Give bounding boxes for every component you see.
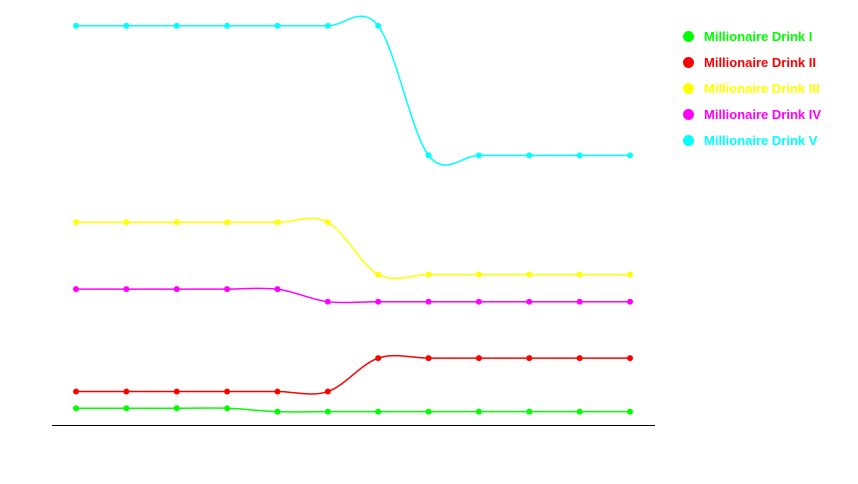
data-point-s5-11 bbox=[576, 152, 583, 159]
legend-marker-icon bbox=[683, 134, 694, 146]
data-point-s4-1 bbox=[73, 286, 79, 293]
series-1 bbox=[73, 405, 633, 415]
legend-marker-icon bbox=[683, 82, 694, 94]
data-point-s1-6 bbox=[324, 408, 331, 415]
data-point-s4-12 bbox=[627, 298, 633, 305]
data-point-s2-8 bbox=[425, 355, 432, 362]
data-point-s5-6 bbox=[324, 22, 331, 29]
data-point-s4-6 bbox=[324, 298, 331, 305]
legend: Millionaire Drink I Millionaire Drink II M… bbox=[683, 23, 821, 153]
data-point-s3-1 bbox=[73, 219, 79, 226]
data-point-s1-2 bbox=[123, 405, 130, 412]
legend-item-5[interactable]: Millionaire Drink V bbox=[683, 127, 821, 153]
legend-label: Millionaire Drink III bbox=[704, 80, 820, 96]
data-point-s5-5 bbox=[274, 22, 281, 29]
series-2 bbox=[73, 354, 633, 395]
series-5 bbox=[73, 15, 633, 166]
data-point-s4-11 bbox=[576, 298, 583, 305]
data-point-s5-1 bbox=[73, 22, 79, 29]
legend-label: Millionaire Drink II bbox=[704, 54, 816, 70]
data-point-s2-12 bbox=[627, 355, 633, 362]
series-line-3 bbox=[75, 217, 630, 280]
series-line-4 bbox=[76, 287, 630, 304]
data-point-s1-10 bbox=[526, 408, 533, 415]
series-3 bbox=[73, 217, 633, 280]
data-point-s3-10 bbox=[526, 271, 533, 278]
legend-label: Millionaire Drink V bbox=[704, 132, 818, 148]
data-point-s5-2 bbox=[123, 22, 130, 29]
data-point-s2-11 bbox=[576, 355, 583, 362]
legend-marker-icon bbox=[683, 30, 694, 42]
data-point-s5-7 bbox=[375, 22, 382, 29]
data-point-s1-1 bbox=[73, 405, 79, 412]
data-point-s3-3 bbox=[173, 219, 180, 226]
series-layer bbox=[73, 15, 633, 415]
data-point-s5-9 bbox=[475, 152, 482, 159]
data-point-s3-4 bbox=[224, 219, 231, 226]
data-point-s3-9 bbox=[475, 271, 482, 278]
legend-item-2[interactable]: Millionaire Drink II bbox=[683, 49, 821, 75]
data-point-s5-10 bbox=[526, 152, 533, 159]
data-point-s1-7 bbox=[375, 408, 382, 415]
data-point-s5-8 bbox=[425, 152, 432, 159]
data-point-s4-5 bbox=[274, 286, 281, 293]
legend-item-3[interactable]: Millionaire Drink III bbox=[683, 75, 821, 101]
data-point-s2-6 bbox=[324, 388, 331, 395]
data-point-s4-8 bbox=[425, 298, 432, 305]
data-point-s1-11 bbox=[576, 408, 583, 415]
data-point-s4-9 bbox=[475, 298, 482, 305]
data-point-s2-2 bbox=[123, 388, 130, 395]
data-point-s3-7 bbox=[375, 271, 382, 278]
data-point-s1-3 bbox=[173, 405, 180, 412]
data-point-s2-4 bbox=[224, 388, 231, 395]
legend-label: Millionaire Drink I bbox=[704, 28, 813, 44]
data-point-s5-3 bbox=[173, 22, 180, 29]
data-point-s4-10 bbox=[526, 298, 533, 305]
series-line-1 bbox=[75, 407, 630, 413]
data-point-s3-12 bbox=[627, 271, 633, 278]
data-point-s1-9 bbox=[475, 408, 482, 415]
series-4 bbox=[73, 286, 633, 305]
data-point-s2-3 bbox=[173, 388, 180, 395]
series-line-5 bbox=[75, 15, 630, 166]
legend-item-4[interactable]: Millionaire Drink IV bbox=[683, 101, 821, 127]
data-point-s4-7 bbox=[375, 298, 382, 305]
data-point-s2-10 bbox=[526, 355, 533, 362]
data-point-s4-3 bbox=[173, 286, 180, 293]
data-point-s3-6 bbox=[324, 219, 331, 226]
legend-marker-icon bbox=[683, 56, 694, 68]
data-point-s2-1 bbox=[73, 388, 79, 395]
series-line-2 bbox=[76, 354, 630, 395]
data-point-s3-5 bbox=[274, 219, 281, 226]
data-point-s2-7 bbox=[375, 355, 382, 362]
data-point-s1-4 bbox=[224, 405, 231, 412]
data-point-s1-5 bbox=[274, 408, 281, 415]
data-point-s3-11 bbox=[576, 271, 583, 278]
legend-marker-icon bbox=[683, 108, 694, 120]
data-point-s5-12 bbox=[627, 152, 633, 159]
data-point-s3-2 bbox=[123, 219, 130, 226]
data-point-s1-8 bbox=[425, 408, 432, 415]
data-point-s5-4 bbox=[224, 22, 231, 29]
data-point-s4-2 bbox=[123, 286, 130, 293]
data-point-s1-12 bbox=[627, 408, 633, 415]
data-point-s2-9 bbox=[475, 355, 482, 362]
legend-label: Millionaire Drink IV bbox=[704, 106, 822, 122]
data-point-s3-8 bbox=[425, 271, 432, 278]
legend-item-1[interactable]: Millionaire Drink I bbox=[683, 23, 821, 49]
data-point-s2-5 bbox=[274, 388, 281, 395]
data-point-s4-4 bbox=[224, 286, 231, 293]
